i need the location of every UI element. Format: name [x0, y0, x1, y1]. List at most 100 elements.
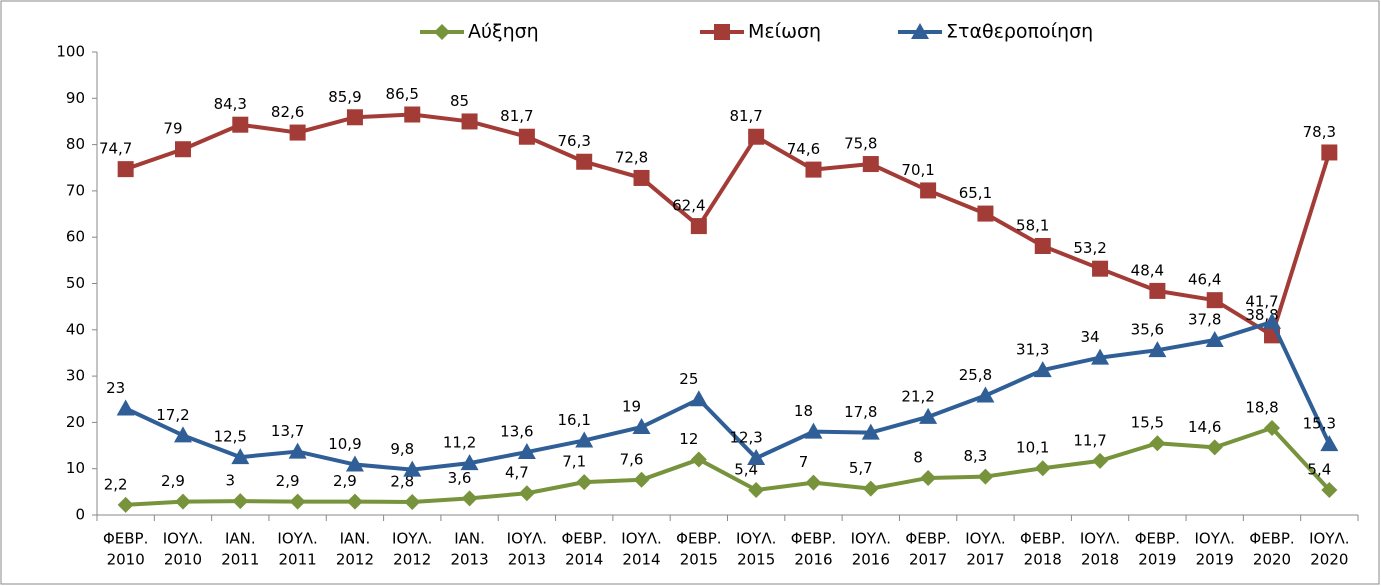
x-tick-label: ΙΑΝ.: [225, 530, 256, 548]
data-point: [345, 455, 364, 472]
data-point: [805, 161, 822, 178]
data-point: [1148, 341, 1167, 358]
data-label: 46,4: [1188, 271, 1221, 289]
data-point: [1149, 435, 1166, 452]
data-point: [747, 449, 766, 466]
data-point: [576, 474, 593, 491]
x-tick-label: 2016: [794, 551, 832, 569]
data-point: [1206, 292, 1223, 309]
data-point: [633, 471, 650, 488]
data-point: [403, 460, 422, 477]
data-point: [116, 399, 135, 416]
data-point: [690, 451, 707, 468]
data-point: [861, 423, 880, 440]
data-point: [1321, 144, 1338, 161]
data-label: 76,3: [558, 132, 591, 150]
y-tick-label: 20: [66, 413, 85, 431]
data-point: [1092, 452, 1109, 469]
data-point: [174, 493, 191, 510]
data-label: 34: [1081, 328, 1100, 346]
data-point: [804, 422, 823, 439]
data-point: [117, 496, 134, 513]
data-point: [1034, 460, 1051, 477]
data-label: 7,1: [562, 453, 586, 471]
data-label: 11,7: [1073, 431, 1106, 449]
x-tick-label: 2014: [622, 551, 660, 569]
data-label: 8: [913, 448, 923, 466]
data-point: [1092, 260, 1109, 277]
data-label: 74,7: [99, 140, 132, 158]
series-line: [124, 319, 1332, 472]
data-point: [174, 141, 191, 158]
data-label: 13,6: [500, 423, 533, 441]
data-label: 35,6: [1131, 321, 1164, 339]
data-label: 48,4: [1131, 261, 1164, 279]
y-tick-label: 60: [66, 228, 85, 246]
x-tick-label: ΙΟΥΛ.: [507, 530, 547, 548]
data-point: [920, 182, 937, 199]
x-tick-label: 2013: [508, 551, 546, 569]
data-label: 5,7: [849, 459, 873, 477]
data-point: [1321, 481, 1338, 498]
x-tick-label: ΦΕΒΡ.: [905, 530, 950, 548]
x-tick-label: 2011: [221, 551, 259, 569]
data-label: 4,7: [505, 464, 529, 482]
data-point: [346, 109, 363, 126]
data-label: 58,1: [1016, 216, 1049, 234]
data-label: 15,5: [1131, 414, 1164, 432]
x-tick-label: 2017: [909, 551, 947, 569]
data-point: [1033, 361, 1052, 378]
x-tick-label: ΙΟΥΛ.: [163, 530, 203, 548]
data-label: 18,8: [1245, 398, 1278, 416]
data-label: 37,8: [1188, 310, 1221, 328]
data-label: 78,3: [1303, 123, 1336, 141]
data-point: [173, 426, 192, 443]
data-point: [575, 431, 594, 448]
x-tick-label: 2015: [737, 551, 775, 569]
x-tick-label: 2019: [1138, 551, 1176, 569]
data-label: 70,1: [901, 161, 934, 179]
x-tick-label: ΙΑΝ.: [454, 530, 485, 548]
data-label: 84,3: [214, 95, 247, 113]
data-point: [518, 128, 535, 145]
data-point: [919, 407, 938, 424]
data-point: [289, 493, 306, 510]
data-point: [518, 485, 535, 502]
x-tick-label: ΙΟΥΛ.: [1080, 530, 1120, 548]
series-line: [125, 425, 1331, 507]
x-tick-label: ΙΟΥΛ.: [621, 530, 661, 548]
y-tick-label: 50: [66, 274, 85, 292]
data-point: [232, 493, 249, 510]
data-point: [805, 474, 822, 491]
data-label: 81,7: [500, 107, 533, 125]
x-tick-label: 2011: [279, 551, 317, 569]
data-label: 17,2: [156, 406, 189, 424]
data-point: [346, 493, 363, 510]
x-tick-label: ΙΟΥΛ.: [1194, 530, 1234, 548]
data-label: 79: [163, 120, 182, 138]
data-label: 2,9: [161, 472, 185, 490]
data-point: [748, 128, 765, 145]
data-label: 3: [226, 472, 236, 490]
x-tick-label: 2010: [164, 551, 202, 569]
x-tick-label: ΙΟΥΛ.: [736, 530, 776, 548]
data-label: 21,2: [901, 387, 934, 405]
data-label: 74,6: [787, 140, 820, 158]
data-point: [117, 161, 134, 178]
data-point: [289, 124, 306, 141]
x-tick-label: ΙΑΝ.: [340, 530, 371, 548]
legend-label: Μείωση: [748, 21, 821, 43]
data-point: [1320, 435, 1339, 452]
data-point: [404, 494, 421, 511]
data-label: 16,1: [558, 411, 591, 429]
x-tick-label: ΦΕΒΡ.: [676, 530, 721, 548]
data-label: 2,9: [276, 472, 300, 490]
data-point: [748, 481, 765, 498]
y-tick-label: 90: [66, 89, 85, 107]
y-tick-label: 0: [75, 506, 85, 524]
y-tick-label: 40: [66, 320, 85, 338]
data-label: 10,1: [1016, 439, 1049, 457]
data-label: 62,4: [672, 197, 705, 215]
x-tick-label: ΦΕΒΡ.: [103, 530, 148, 548]
data-label: 85,9: [328, 88, 361, 106]
